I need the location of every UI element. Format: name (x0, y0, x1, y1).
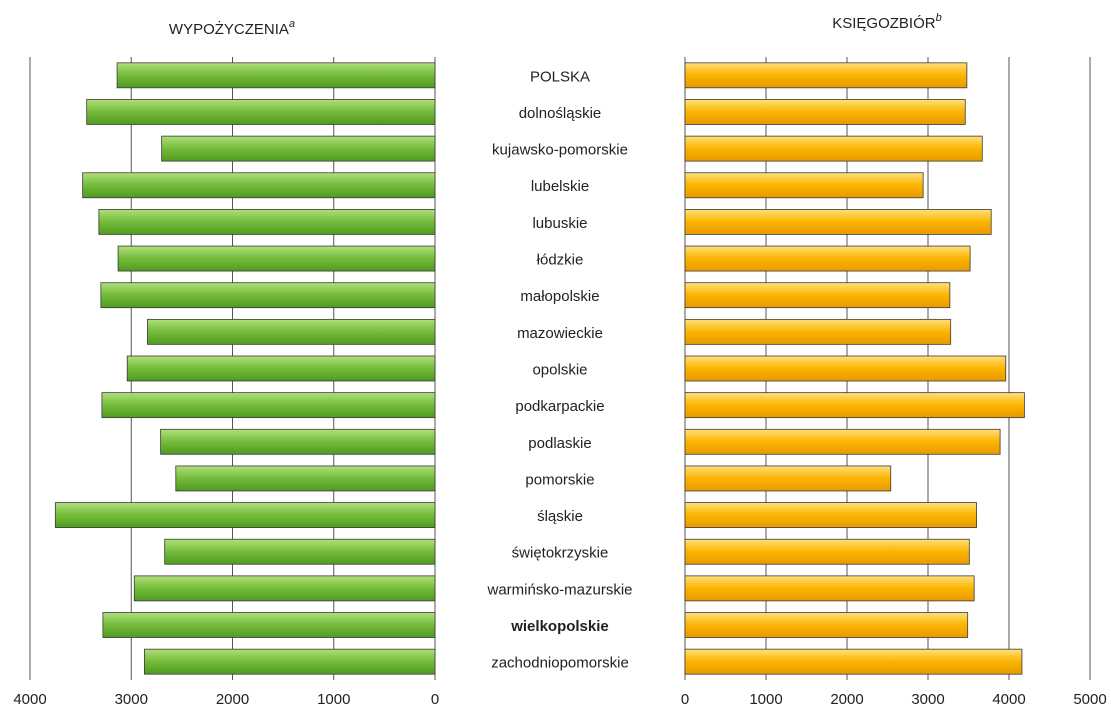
bar (175, 465, 436, 492)
bar (684, 648, 1023, 675)
x-tick-label: 3000 (115, 691, 148, 708)
bar (116, 62, 436, 89)
category-label: warmińsko-mazurskie (486, 581, 632, 598)
x-tick-label: 0 (431, 691, 439, 708)
category-label: podlaskie (528, 435, 591, 452)
x-tick-label: 0 (681, 691, 689, 708)
bar (684, 245, 971, 272)
category-label: świętokrzyskie (512, 545, 609, 562)
panel-title: WYPOŻYCZENIAa (169, 18, 295, 38)
category-label: wielkopolskie (510, 618, 609, 635)
bar (684, 575, 975, 602)
category-label: lubuskie (532, 215, 587, 232)
bar (133, 575, 436, 602)
bar (164, 538, 436, 565)
category-label: dolnośląskie (519, 105, 602, 122)
bar (684, 282, 951, 309)
x-tick-label: 5000 (1073, 691, 1106, 708)
category-label: pomorskie (525, 471, 594, 488)
bar (147, 318, 436, 345)
category-label: łódzkie (537, 252, 584, 269)
x-tick-label: 1000 (317, 691, 350, 708)
bar (684, 172, 924, 199)
bar (684, 502, 978, 528)
bar (86, 99, 436, 125)
bar (684, 135, 983, 162)
category-label: POLSKA (530, 68, 590, 85)
x-tick-label: 2000 (216, 691, 249, 708)
bar (684, 465, 892, 492)
bar (98, 209, 436, 235)
panel-title: KSIĘGOZBIÓRb (832, 12, 941, 32)
bar (144, 648, 436, 675)
bar (684, 355, 1007, 382)
bar (684, 62, 968, 89)
category-label: małopolskie (520, 288, 599, 305)
x-tick-label: 3000 (911, 691, 944, 708)
bar (82, 172, 436, 199)
bar (54, 502, 436, 528)
x-tick-label: 1000 (749, 691, 782, 708)
category-label: opolskie (532, 361, 587, 378)
category-label: lubelskie (531, 178, 589, 195)
category-label: mazowieckie (517, 325, 603, 342)
bar (684, 99, 966, 125)
bar (161, 135, 436, 162)
x-tick-label: 2000 (830, 691, 863, 708)
bar (684, 612, 969, 638)
category-label: kujawsko-pomorskie (492, 142, 628, 159)
bar (160, 428, 436, 455)
bar (684, 392, 1025, 419)
category-label: zachodniopomorskie (491, 655, 629, 672)
bar (126, 355, 436, 382)
x-tick-label: 4000 (992, 691, 1025, 708)
bar (100, 282, 436, 309)
bar (684, 428, 1001, 455)
category-label: podkarpackie (515, 398, 604, 415)
bar (117, 245, 436, 272)
bar (101, 392, 436, 419)
bar (102, 612, 436, 638)
x-tick-label: 4000 (13, 691, 46, 708)
category-label: śląskie (537, 508, 583, 525)
bar (684, 209, 992, 235)
bar (684, 318, 952, 345)
bar (684, 538, 970, 565)
